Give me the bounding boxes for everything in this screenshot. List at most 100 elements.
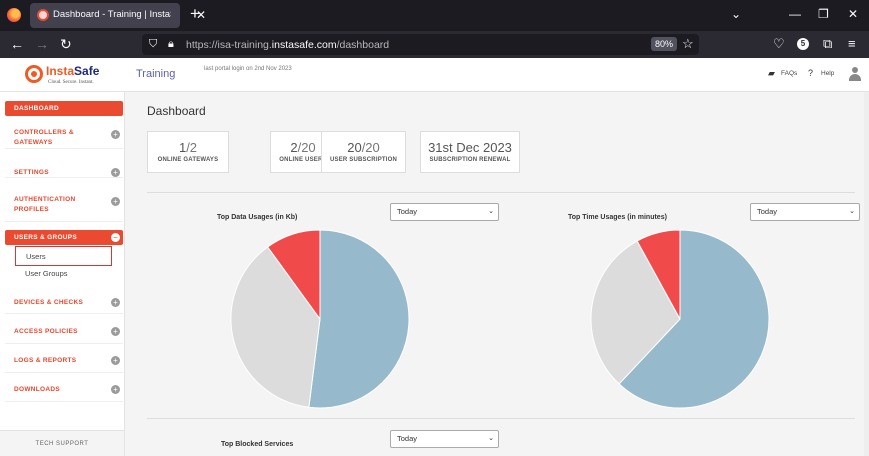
time-usage-pie-chart <box>590 229 770 409</box>
blocked-services-period-select[interactable]: Today ⌄ <box>390 430 499 448</box>
stat-card-subscription-renewal: 31st Dec 2023 SUBSCRIPTION RENEWAL <box>420 131 520 173</box>
sidebar: DASHBOARD CONTROLLERS & GATEWAYS + SETTI… <box>0 92 125 456</box>
section-divider <box>147 418 855 419</box>
pie-slice[interactable] <box>636 229 681 320</box>
stat-card-online-gateways: 1/2 ONLINE GATEWAYS <box>147 131 229 173</box>
collapse-minus-icon[interactable]: − <box>111 233 120 242</box>
sub-item-user-groups[interactable]: User Groups <box>25 269 68 278</box>
zoom-level[interactable]: 80% <box>651 37 678 51</box>
maximize-icon[interactable]: ❐ <box>818 7 829 21</box>
chevron-down-icon: ⌄ <box>488 435 494 442</box>
sidebar-item-users-groups[interactable]: USERS & GROUPS − <box>5 230 123 245</box>
main-content: Dashboard 1/2 ONLINE GATEWAYS 2/20 ONLIN… <box>125 92 869 456</box>
browser-tab[interactable]: Dashboard - Training | InstaSafe ✕ <box>30 3 206 28</box>
chat-icon[interactable]: ▰ <box>768 68 775 78</box>
shield-icon[interactable]: ⛉ <box>149 38 158 50</box>
stat-label: USER SUBSCRIPTION <box>329 157 398 163</box>
expand-plus-icon[interactable]: + <box>111 298 120 307</box>
sidebar-item-dashboard[interactable]: DASHBOARD <box>5 101 123 116</box>
logo-text[interactable]: InstaSafe <box>46 64 100 78</box>
stat-value: 20 <box>347 140 362 155</box>
sidebar-item-label: AUTHENTICATION <box>14 196 76 203</box>
sidebar-item-label: DASHBOARD <box>14 105 59 112</box>
stat-total: /2 <box>186 140 198 155</box>
minimize-icon[interactable]: — <box>789 7 801 21</box>
sidebar-item-settings[interactable]: SETTINGS + <box>5 154 123 178</box>
data-usage-period-select[interactable]: Today ⌄ <box>390 203 499 221</box>
tab-list-chevron-icon[interactable]: ⌄ <box>731 7 742 21</box>
sidebar-item-logs-reports[interactable]: LOGS & REPORTS + <box>5 347 123 373</box>
expand-plus-icon[interactable]: + <box>111 130 120 139</box>
pie-slice[interactable] <box>230 246 321 408</box>
stat-label: ONLINE GATEWAYS <box>157 157 219 163</box>
sidebar-item-downloads[interactable]: DOWNLOADS + <box>5 376 123 402</box>
back-icon[interactable]: ← <box>10 36 24 52</box>
tab-title: Dashboard - Training | InstaSafe <box>53 9 171 20</box>
instasafe-logo-icon[interactable] <box>25 65 43 83</box>
sidebar-item-label: ACCESS POLICIES <box>14 328 78 335</box>
chart-title-data-usage: Top Data Usages (in Kb) <box>217 214 298 221</box>
instasafe-favicon-icon <box>37 9 49 21</box>
sidebar-item-label: DEVICES & CHECKS <box>14 299 84 306</box>
new-tab-icon[interactable]: + <box>190 4 200 23</box>
browser-tab-bar: Dashboard - Training | InstaSafe ✕ + ⌄ —… <box>0 0 869 31</box>
sidebar-item-authentication-profiles[interactable]: AUTHENTICATION PROFILES + <box>5 186 123 222</box>
expand-plus-icon[interactable]: + <box>111 356 120 365</box>
sidebar-item-label: SETTINGS <box>14 169 49 176</box>
pie-slice[interactable] <box>308 229 410 409</box>
tech-support-link[interactable]: TECH SUPPORT <box>0 430 124 456</box>
pie-slice[interactable] <box>590 240 681 385</box>
extensions-icon[interactable]: ⧉ <box>823 36 833 51</box>
expand-plus-icon[interactable]: + <box>111 327 120 336</box>
stat-value: 1 <box>178 140 187 155</box>
expand-plus-icon[interactable]: + <box>111 168 120 177</box>
sidebar-item-devices-checks[interactable]: DEVICES & CHECKS + <box>5 288 123 314</box>
sidebar-item-label: CONTROLLERS & <box>14 129 74 136</box>
lock-icon[interactable]: 🔒︎ <box>168 38 174 50</box>
help-link[interactable]: Help <box>821 70 835 77</box>
chart-title-blocked-services: Top Blocked Services <box>221 441 294 448</box>
sidebar-item-label: GATEWAYS <box>14 139 53 146</box>
chevron-down-icon: ⌄ <box>849 208 855 215</box>
sidebar-item-access-policies[interactable]: ACCESS POLICIES + <box>5 318 123 344</box>
chart-title-time-usage: Top Time Usages (in minutes) <box>568 214 667 221</box>
sidebar-item-label: DOWNLOADS <box>14 386 61 393</box>
pie-slice[interactable] <box>266 229 321 321</box>
sidebar-item-label: USERS & GROUPS <box>14 234 78 241</box>
firefox-icon[interactable] <box>7 8 21 22</box>
select-value: Today <box>757 207 778 216</box>
close-tab-icon[interactable]: ✕ <box>196 8 207 22</box>
account-badge[interactable]: 5 <box>797 38 809 50</box>
app-header: InstaSafe Cloud. Secure. Instant. Traini… <box>0 58 869 92</box>
stat-label: ONLINE USERS <box>279 157 327 163</box>
select-value: Today <box>397 207 418 216</box>
expand-plus-icon[interactable]: + <box>111 197 120 206</box>
url-text[interactable]: https://isa-training.instasafe.com/dashb… <box>186 39 390 51</box>
logo-tagline: Cloud. Secure. Instant. <box>48 80 94 85</box>
url-bar[interactable]: ⛉ 🔒︎ https://isa-training.instasafe.com/… <box>142 34 699 55</box>
sub-item-users[interactable]: Users <box>15 246 112 266</box>
sidebar-item-label: LOGS & REPORTS <box>14 357 77 364</box>
pocket-icon[interactable]: ♡ <box>773 36 785 51</box>
close-window-icon[interactable]: ✕ <box>848 7 859 21</box>
help-icon[interactable]: ? <box>808 68 814 78</box>
sidebar-item-label: PROFILES <box>14 206 49 213</box>
data-usage-pie-chart <box>230 229 410 409</box>
pie-slice[interactable] <box>618 229 770 409</box>
time-usage-period-select[interactable]: Today ⌄ <box>750 203 860 221</box>
stat-card-user-subscription: 20/20 USER SUBSCRIPTION <box>321 131 406 173</box>
forward-icon[interactable]: → <box>35 36 49 52</box>
page-title: Dashboard <box>147 104 206 118</box>
user-avatar-icon[interactable] <box>848 67 862 83</box>
sidebar-item-controllers-gateways[interactable]: CONTROLLERS & GATEWAYS + <box>5 120 123 149</box>
page-scrollbar[interactable] <box>864 92 869 456</box>
faqs-link[interactable]: FAQs <box>781 70 798 77</box>
section-divider <box>147 192 855 193</box>
browser-nav-bar: ← → ↻ ⛉ 🔒︎ https://isa-training.instasaf… <box>0 31 869 58</box>
reload-icon[interactable]: ↻ <box>60 36 72 52</box>
app-title: Training <box>136 68 176 80</box>
expand-plus-icon[interactable]: + <box>111 385 120 394</box>
stat-total: /20 <box>361 140 380 155</box>
menu-icon[interactable]: ≡ <box>848 36 856 51</box>
star-icon[interactable]: ☆ <box>682 36 694 51</box>
